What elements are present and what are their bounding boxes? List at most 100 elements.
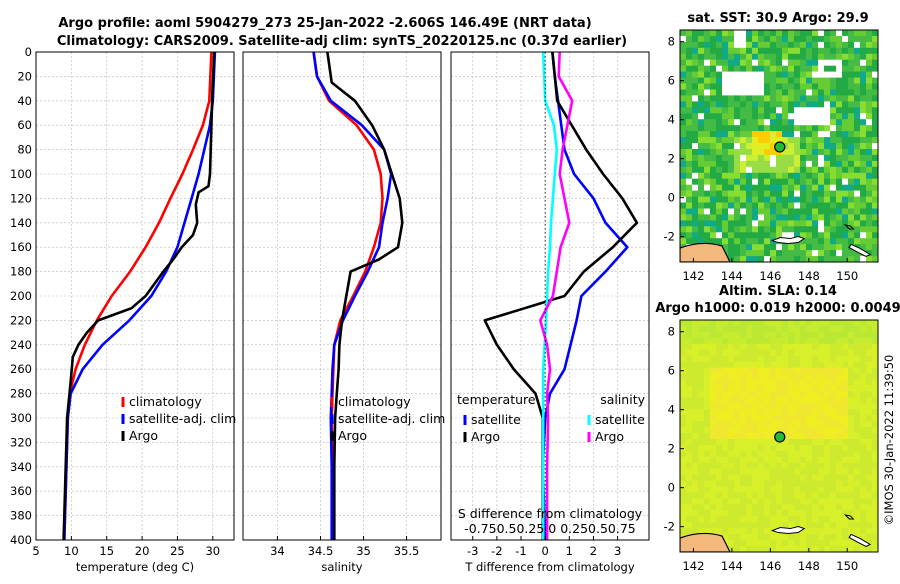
sst-map-cell <box>704 208 711 215</box>
sst-map-cell <box>806 59 813 67</box>
sst-map-cell <box>722 30 729 37</box>
sla-map-cell <box>722 492 729 499</box>
sst-map-cell <box>710 238 717 245</box>
sst-map-cell <box>860 95 867 102</box>
sla-map-cell <box>806 534 813 541</box>
sla-map-cell <box>860 439 867 446</box>
sla-map-cell <box>794 504 801 511</box>
sla-map-cell <box>776 427 783 434</box>
sst-map-cell <box>692 160 699 168</box>
sst-map-cell <box>794 77 801 85</box>
sla-map-cell <box>782 486 789 494</box>
sst-map-cell <box>854 89 861 96</box>
sst-map-cell <box>746 89 753 96</box>
sla-map-cell <box>842 444 849 452</box>
sla-map-cell <box>734 468 741 476</box>
sla-map-cell <box>710 331 717 339</box>
sla-map-cell <box>728 385 735 392</box>
sst-map-cell <box>836 220 843 227</box>
sst-map-cell <box>872 178 878 186</box>
sla-map-cell <box>782 385 789 392</box>
sst-map-cell <box>752 47 759 55</box>
sst-map-cell <box>698 220 705 227</box>
sst-map-cell <box>854 226 861 233</box>
temperature-ytick-label: 380 <box>10 509 32 523</box>
sst-map-cell <box>824 208 831 215</box>
sla-map-cell <box>860 391 867 398</box>
sla-map-cell <box>728 456 735 464</box>
sla-map-cell <box>782 480 789 488</box>
sla-map-cell <box>854 439 861 446</box>
sst-map-cell <box>836 119 843 126</box>
sst-map-cell <box>716 208 723 215</box>
sst-map-cell <box>722 160 729 168</box>
sla-map-cell <box>722 474 729 482</box>
sla-map-cell <box>782 546 789 552</box>
sla-map-cell <box>740 379 747 386</box>
sst-map-cell <box>794 250 801 257</box>
sst-map-cell <box>698 166 705 174</box>
sla-map-cell <box>806 546 813 552</box>
sst-map-cell <box>872 190 878 198</box>
sst-map-ytick-label: 4 <box>668 113 675 127</box>
sst-map-cell <box>836 59 843 67</box>
sla-map-cell <box>722 403 729 410</box>
sst-map-cell <box>848 154 855 162</box>
sla-map-cell <box>728 320 735 327</box>
sla-map-cell <box>770 492 777 499</box>
sst-map-cell <box>866 220 873 227</box>
sla-map-cell <box>734 540 741 547</box>
sla-map-cell <box>692 415 699 422</box>
sst-map-cell <box>782 119 789 126</box>
sst-map-cell <box>716 143 723 150</box>
sst-map-cell <box>740 166 747 174</box>
sst-map-cell <box>722 41 729 49</box>
sst-map-cell <box>818 202 825 209</box>
sst-map-cell <box>710 119 717 126</box>
sla-map-cell <box>716 331 723 339</box>
sst-map-cell <box>812 202 819 209</box>
sla-map-cell <box>776 361 783 369</box>
difference-legend-salinity-title: salinity <box>600 392 645 407</box>
sst-map-cell <box>704 154 711 162</box>
sst-map-cell <box>680 143 687 150</box>
sla-map-cell <box>836 439 843 446</box>
sst-map-cell <box>740 208 747 215</box>
temperature-legend-label: climatology <box>129 394 202 409</box>
sst-map-cell <box>728 178 735 186</box>
sst-map-cell <box>698 83 705 90</box>
sst-map-cell <box>722 77 729 85</box>
sla-map-cell <box>704 391 711 398</box>
sla-map-cell <box>722 349 729 357</box>
sla-map-cell <box>764 498 771 505</box>
sla-map-cell <box>782 379 789 386</box>
sla-map-cell <box>692 397 699 404</box>
sla-map-cell <box>716 361 723 369</box>
sst-map-cell <box>782 172 789 180</box>
sla-map-cell <box>734 331 741 339</box>
sla-map-cell <box>728 349 735 357</box>
sla-map-cell <box>794 421 801 428</box>
sst-map-cell <box>692 238 699 245</box>
temperature-xtick-label: 10 <box>64 544 79 558</box>
sla-map-cell <box>848 421 855 428</box>
sst-map-title: sat. SST: 30.9 Argo: 29.9 <box>687 11 868 26</box>
temperature-ytick-label: 240 <box>10 338 32 352</box>
sla-map-cell <box>830 486 837 494</box>
sla-map-cell <box>764 540 771 547</box>
sst-map-cell <box>848 83 855 90</box>
sla-map-cell <box>740 492 747 499</box>
sst-map-cell <box>734 77 741 85</box>
sst-map-cell <box>686 65 693 73</box>
sst-map-cell <box>788 83 795 90</box>
sla-map-cell <box>794 546 801 552</box>
sst-map-cell <box>860 220 867 227</box>
sla-map-cell <box>752 516 759 523</box>
sst-map-cell <box>866 202 873 209</box>
sla-map-cell <box>734 355 741 363</box>
sla-map-ytick-label: 0 <box>668 481 675 495</box>
sla-map-cell <box>806 361 813 369</box>
sla-map-cell <box>728 480 735 488</box>
sst-map-cell <box>692 149 699 156</box>
sla-map-cell <box>728 415 735 422</box>
